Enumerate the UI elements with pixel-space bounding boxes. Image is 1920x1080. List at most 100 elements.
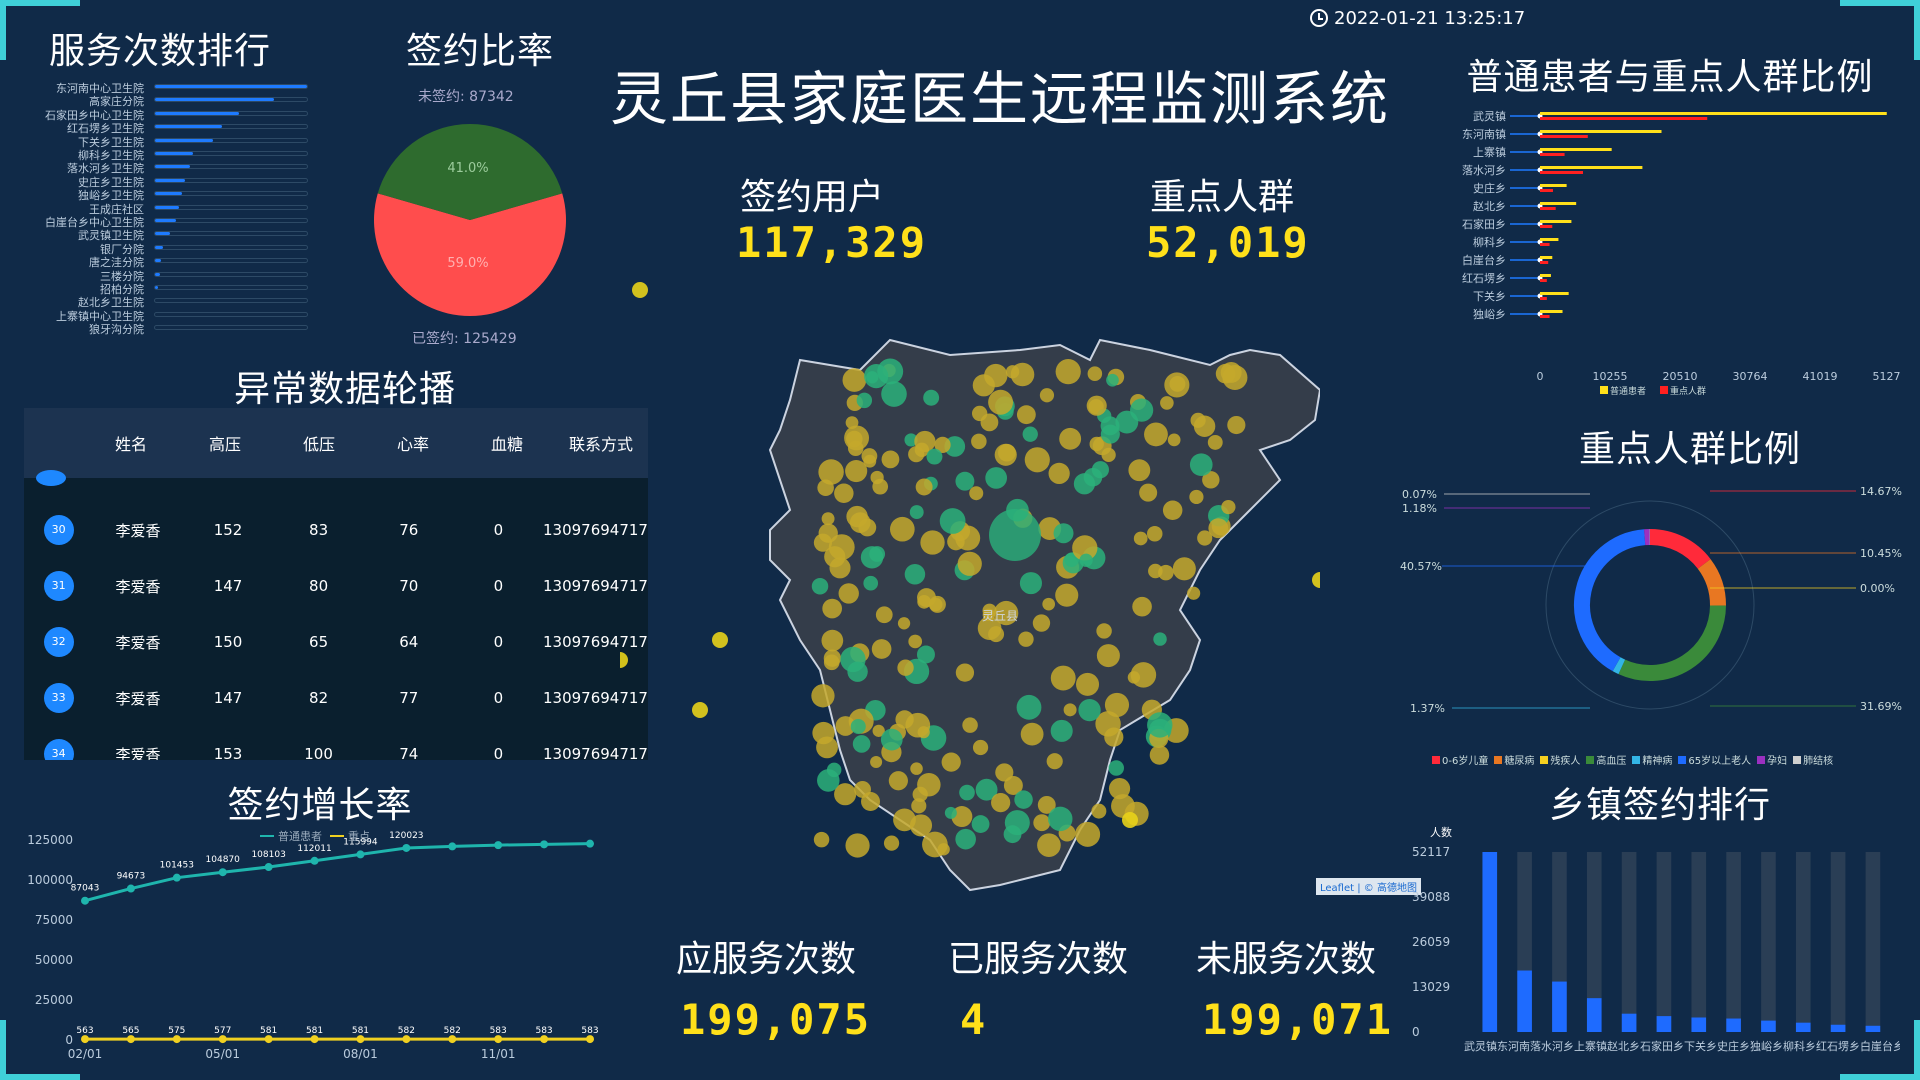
service-rank-name: 东河南中心卫生院: [56, 82, 144, 95]
legend-item[interactable]: 0-6岁儿童: [1432, 752, 1488, 767]
data-label: 583: [490, 1026, 507, 1036]
heat-point: [1048, 462, 1070, 485]
bar-key: [1540, 261, 1549, 264]
heat-point: [1193, 415, 1216, 437]
service-rank-name: 三楼分院: [100, 269, 144, 283]
x-tick-label: 08/01: [343, 1047, 378, 1061]
series-point: [356, 850, 365, 859]
category-label: 史庄乡: [1473, 181, 1506, 195]
heat-point: [1147, 712, 1173, 738]
service-rank-row: 唐之洼分院: [0, 254, 320, 269]
clock-icon: [1310, 9, 1328, 27]
cell-hr: 70: [399, 577, 419, 595]
service-rank-track: [154, 204, 308, 210]
heat-point: [1115, 410, 1139, 434]
heat-point: [1072, 535, 1098, 561]
heat-point: [1083, 467, 1103, 487]
service-rank-bar: [155, 98, 274, 102]
sign-ratio-pie: 41.0% 59.0%: [374, 124, 566, 316]
heat-point: [1162, 500, 1183, 521]
series-point: [540, 1035, 549, 1044]
legend-item[interactable]: 孕妇: [1757, 752, 1787, 767]
y-tick-label: 75000: [35, 913, 73, 927]
should-serve-label: 应服务次数: [676, 939, 857, 980]
map-attribution[interactable]: Leaflet | © 高德地图: [1316, 878, 1421, 895]
data-label: 581: [260, 1026, 277, 1036]
x-tick-label: 41019: [1802, 370, 1837, 383]
service-rank-track: [154, 97, 308, 103]
series-point: [264, 1035, 273, 1044]
heat-point: [939, 508, 966, 534]
col-high: 高压: [208, 435, 241, 454]
bar-track: [1830, 852, 1846, 1032]
service-rank-bar: [155, 232, 171, 236]
category-label: 武灵镇: [1473, 109, 1506, 123]
data-label: 120023: [389, 831, 423, 841]
table-row[interactable]: 34 李爱香 153 100 74 0 13097694717: [24, 726, 648, 760]
bar-normal: [1540, 238, 1559, 241]
data-label: 565: [122, 1026, 139, 1036]
table-row[interactable]: 30 李爱香 152 83 76 0 13097694717: [24, 502, 648, 558]
heat-point: [1010, 362, 1035, 387]
service-rank-track: [154, 110, 308, 116]
signed-label: 已签约: 125429: [412, 331, 517, 347]
service-rank-row: 武灵镇卫生院: [0, 227, 320, 242]
heat-point: [922, 831, 948, 858]
heat-point: [1147, 526, 1163, 542]
legend-label: 0-6岁儿童: [1442, 756, 1489, 767]
heat-point: [838, 583, 859, 604]
served-value: 4: [960, 995, 988, 1044]
legend-item[interactable]: 65岁以上老人: [1678, 752, 1751, 767]
donut-label: 40.57%: [1400, 560, 1442, 573]
legend-item[interactable]: 肺结核: [1793, 752, 1833, 767]
heat-point: [969, 486, 984, 501]
heat-point: [1106, 373, 1119, 387]
bar: [1586, 998, 1602, 1032]
page-title: 灵丘县家庭医生远程监测系统: [609, 65, 1390, 133]
heat-point: [920, 530, 945, 555]
heat-point: [880, 728, 903, 751]
legend-item[interactable]: 糖尿病: [1494, 752, 1534, 767]
heat-point: [1164, 372, 1190, 398]
service-rank-track: [154, 84, 308, 89]
heat-point: [923, 389, 940, 406]
bar-normal: [1540, 166, 1643, 169]
service-rank-row: 赵北乡卫生院: [0, 294, 320, 309]
legend-item[interactable]: 精神病: [1632, 752, 1672, 767]
heat-points: [620, 282, 1320, 858]
col-hr: 心率: [396, 435, 429, 454]
heat-point: [889, 516, 915, 542]
service-rank-row: 狼牙沟分院: [0, 321, 320, 336]
heat-point: [845, 459, 868, 483]
heat-point: [850, 718, 866, 735]
service-rank-name: 红石塄乡卫生院: [67, 122, 144, 136]
table-row[interactable]: 32 李爱香 150 65 64 0 13097694717: [24, 614, 648, 670]
heat-point: [1132, 596, 1152, 617]
heat-point: [975, 778, 998, 801]
sign-ratio-title: 签约比率: [405, 31, 554, 72]
heat-point: [893, 808, 916, 832]
heat-point: [1016, 694, 1042, 720]
abnormal-table-panel: 姓名 高压 低压 心率 血糖 联系方式 30 李爱香 152 83 76 0 1309769…: [24, 408, 648, 760]
signed-users-label: 签约用户: [740, 177, 885, 218]
heat-point: [1133, 531, 1148, 546]
bar: [1795, 1022, 1811, 1032]
frame-corner-tl: [0, 0, 80, 60]
heat-point: [1003, 776, 1023, 796]
heat-point: [1104, 692, 1130, 717]
cell-bs: 0: [493, 633, 504, 651]
service-rank-list: 东河南中心卫生院 高家庄分院 石家田乡中心卫生院 红石塄乡卫生院 下关乡卫生院 柳科乡卫生…: [0, 80, 320, 340]
table-row[interactable]: 31 李爱香 147 80 70 0 13097694717: [24, 558, 648, 614]
heat-point: [1019, 572, 1042, 595]
legend-item[interactable]: 高血压: [1586, 752, 1626, 767]
service-rank-track: [154, 137, 308, 143]
pie-slice-unsigned: [377, 124, 563, 220]
legend-item[interactable]: 残疾人: [1540, 752, 1580, 767]
bar-normal: [1540, 112, 1887, 115]
cell-bs: 0: [493, 745, 504, 760]
y-tick-label: 50000: [35, 953, 73, 967]
cell-hr: 77: [399, 689, 419, 707]
series-point: [310, 1035, 319, 1044]
table-row[interactable]: 33 李爱香 147 82 77 0 13097694717: [24, 670, 648, 726]
category-label: 石家田乡: [1462, 217, 1506, 231]
